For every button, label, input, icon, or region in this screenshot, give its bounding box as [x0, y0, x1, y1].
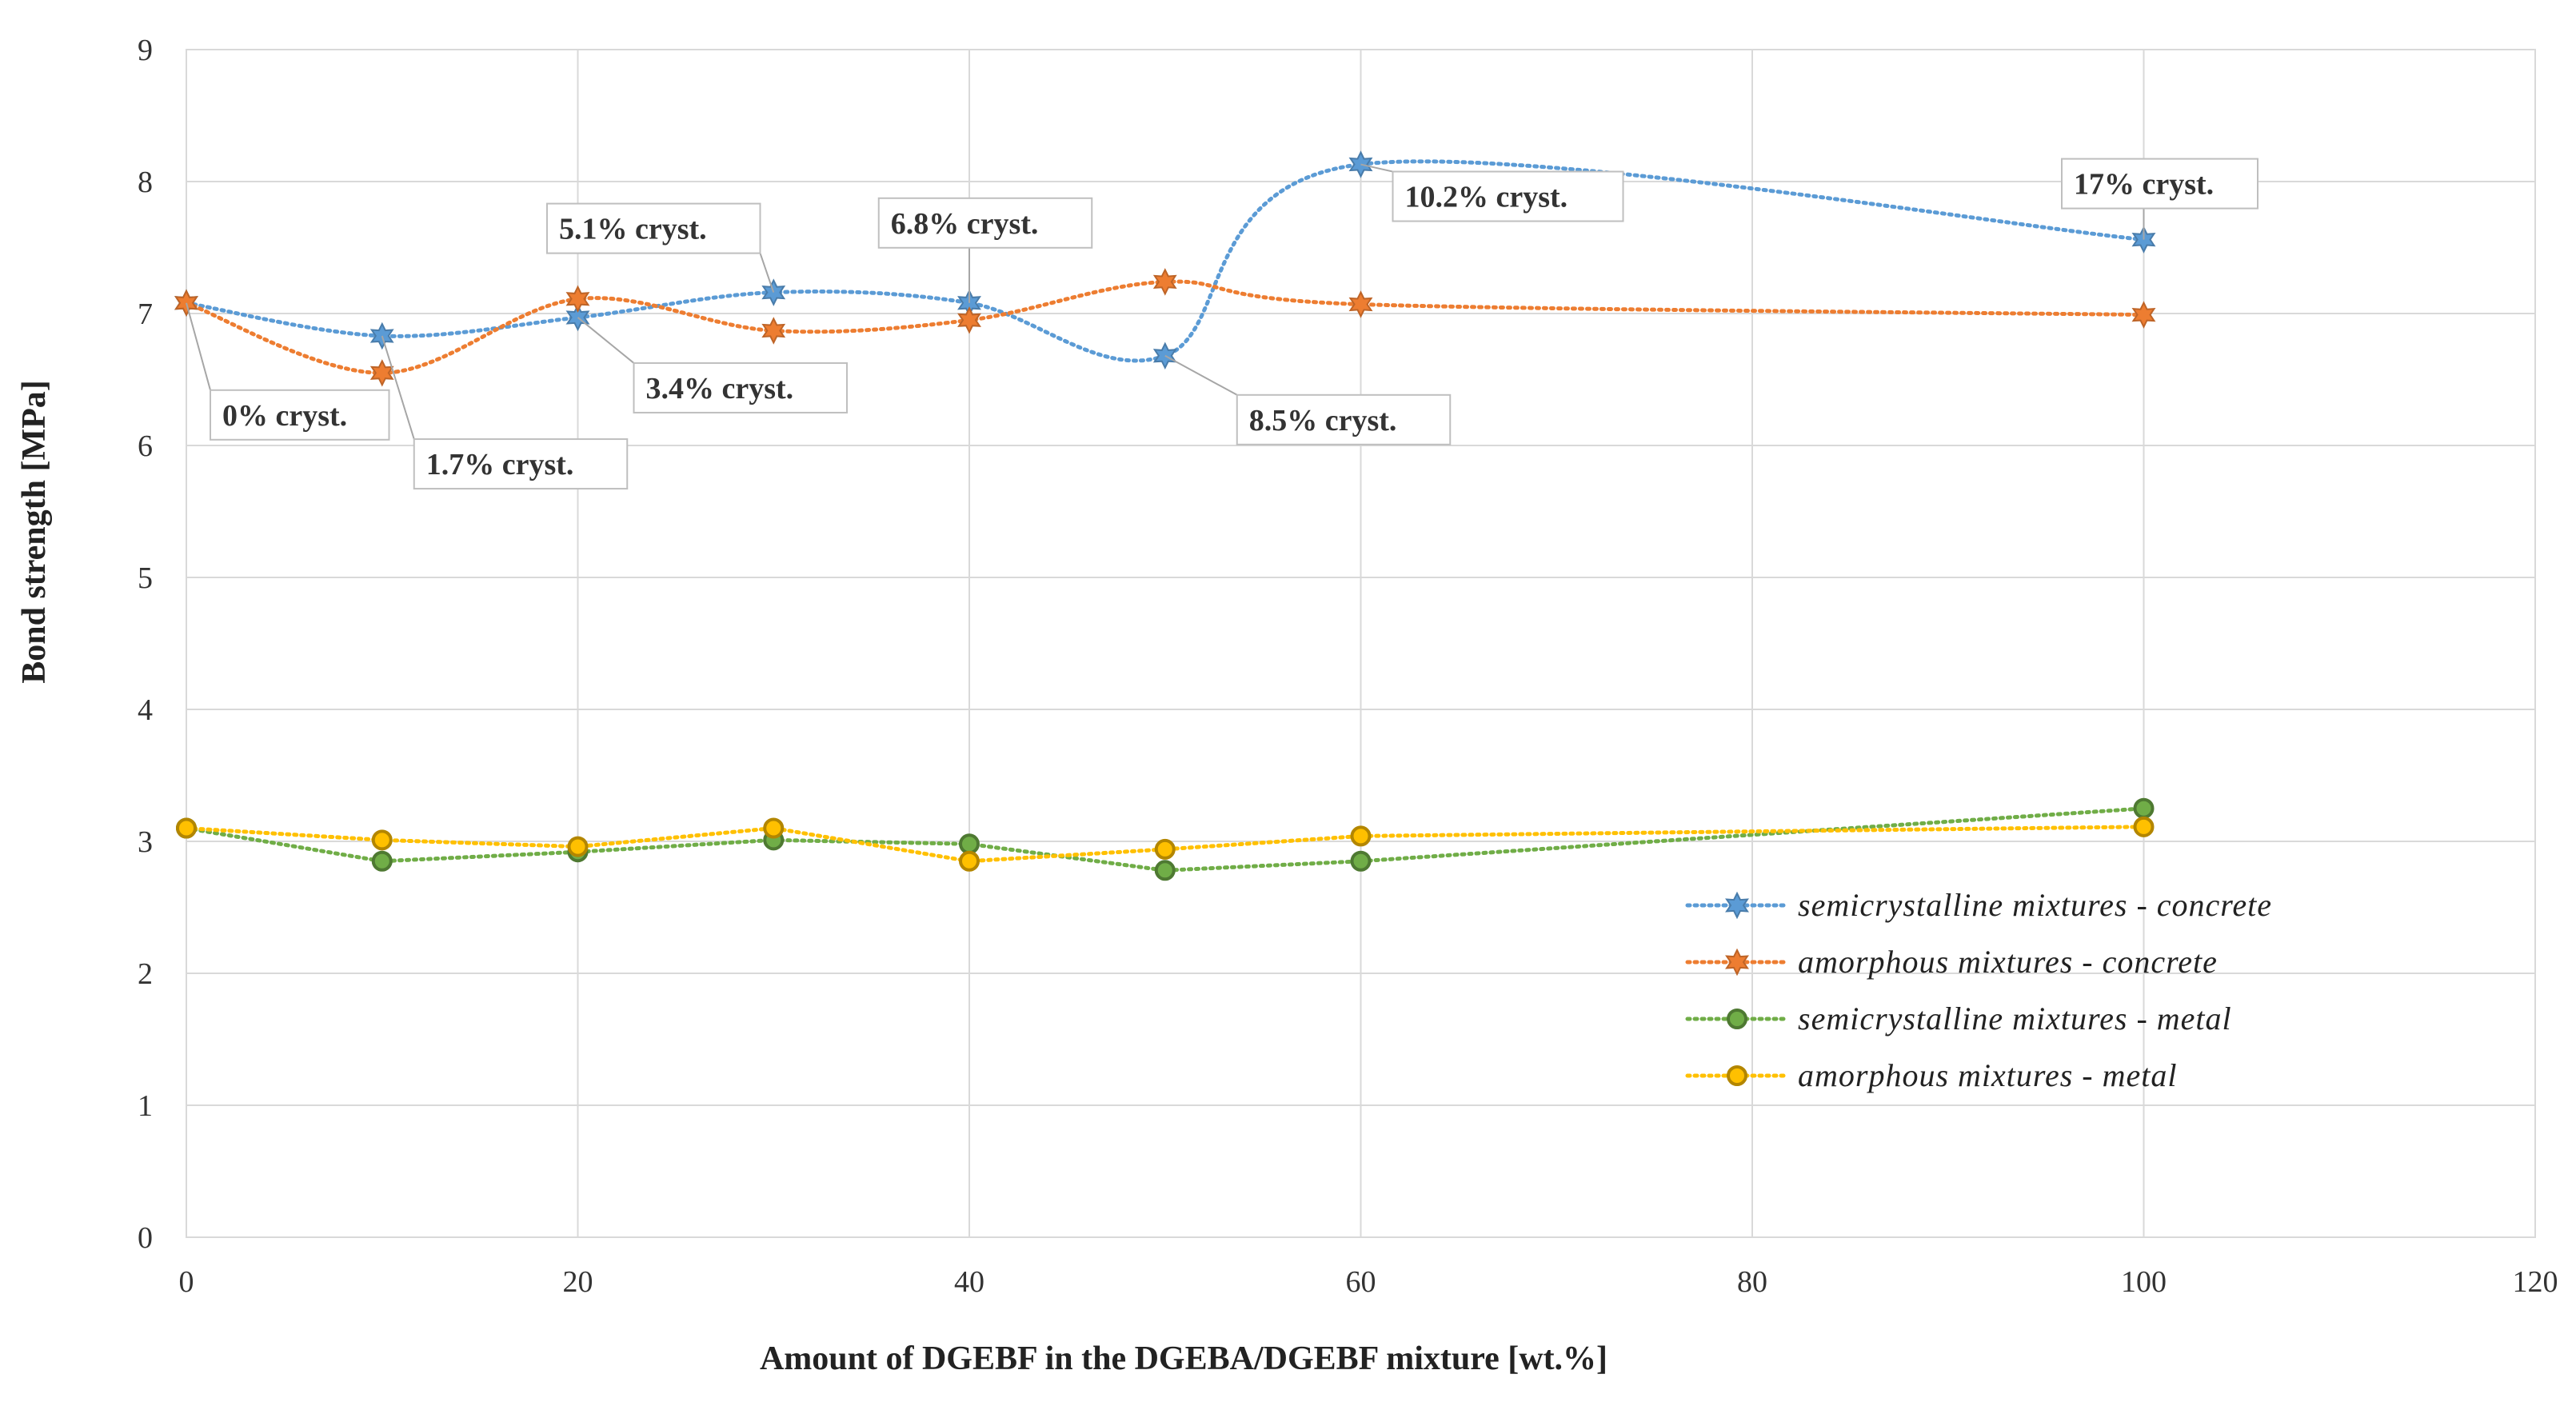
x-tick-label: 20: [563, 1265, 593, 1299]
annotation-box: [546, 202, 761, 254]
annotation-label: 1.7% cryst.: [426, 448, 574, 481]
x-tick-label: 120: [2513, 1265, 2558, 1299]
y-tick-label: 2: [138, 957, 153, 991]
y-tick-label: 6: [138, 429, 153, 463]
grid: [186, 49, 2536, 1238]
data-point-s3-2: [567, 836, 589, 857]
legend-marker: [1727, 1009, 1747, 1029]
data-point-s1-4: [957, 306, 981, 334]
y-tick-label: 7: [138, 298, 153, 331]
data-point-s2-4: [959, 833, 980, 855]
data-point-s1-7: [2131, 301, 2156, 329]
series-markers: [174, 150, 2156, 881]
y-tick-label: 9: [138, 34, 153, 67]
data-point-s3-6: [1350, 825, 1372, 847]
annotation-leader: [1360, 163, 1393, 173]
annotation-box: [877, 197, 1093, 249]
y-tick-label: 1: [138, 1089, 153, 1123]
data-point-s1-3: [761, 317, 786, 345]
tick-labels: 0 1 2 3 4 5 6 7 8 9 0 20 40 60 80 100 120: [138, 34, 2558, 1299]
data-point-s1-1: [369, 359, 394, 387]
data-point-s2-6: [1350, 850, 1372, 872]
legend-label: semicrystalline mixtures - concrete: [1798, 887, 2272, 923]
annotation-box: [1236, 393, 1452, 445]
data-point-s3-3: [763, 817, 785, 839]
legend-marker: [1725, 891, 1749, 920]
annotation-label: 10.2% cryst.: [1405, 181, 1568, 214]
data-point-s3-1: [371, 829, 393, 851]
data-point-s2-7: [2133, 797, 2155, 819]
data-point-s0-1: [369, 322, 394, 350]
data-point-s1-5: [1152, 268, 1177, 296]
x-tick-label: 40: [954, 1265, 984, 1299]
legend-label: semicrystalline mixtures - metal: [1798, 1001, 2232, 1037]
annotations: 0% cryst. 1.7% cryst. 3.4% cryst. 5.1% crys…: [186, 158, 2258, 490]
annotation-label: 8.5% cryst.: [1249, 404, 1397, 437]
x-axis-title: Amount of DGEBF in the DGEBA/DGEBF mixtu…: [760, 1340, 1608, 1377]
series-lines: [184, 159, 2146, 873]
annotation-leader: [577, 317, 635, 364]
x-tick-label: 80: [1737, 1265, 1767, 1299]
annotation-label: 3.4% cryst.: [646, 372, 794, 405]
annotation-box: [210, 389, 390, 441]
annotation-leader: [759, 253, 775, 293]
annotation-label: 5.1% cryst.: [559, 213, 707, 246]
annotation-leader: [186, 302, 211, 391]
data-point-s3-7: [2133, 816, 2155, 837]
x-tick-label: 100: [2121, 1265, 2167, 1299]
annotation-box: [2061, 158, 2258, 210]
legend-label: amorphous mixtures - concrete: [1798, 944, 2218, 980]
data-point-s0-6: [1348, 150, 1373, 178]
legend: semicrystalline mixtures - concrete amorp…: [1685, 887, 2272, 1093]
y-tick-label: 4: [138, 693, 153, 727]
data-point-s3-0: [176, 817, 197, 839]
annotation-label: 0% cryst.: [222, 399, 347, 433]
data-point-s1-2: [565, 285, 590, 314]
x-tick-label: 0: [179, 1265, 194, 1299]
annotation-box: [1392, 170, 1624, 222]
series-line-0: [184, 159, 2146, 363]
series-line-3: [184, 825, 2146, 864]
annotation-box: [413, 438, 629, 490]
annotation-label: 6.8% cryst.: [891, 207, 1039, 241]
legend-marker: [1725, 948, 1749, 977]
y-tick-label: 3: [138, 825, 153, 859]
data-point-s2-5: [1154, 860, 1176, 881]
annotation-box: [633, 361, 848, 413]
annotation-label: 17% cryst.: [2074, 168, 2214, 202]
annotation-leader: [1164, 354, 1238, 396]
y-tick-label: 5: [138, 561, 153, 595]
annotation-leader: [381, 335, 415, 440]
data-point-s1-6: [1348, 290, 1373, 318]
data-point-s2-1: [371, 850, 393, 872]
y-tick-label: 8: [138, 166, 153, 199]
legend-label: amorphous mixtures - metal: [1798, 1057, 2177, 1093]
data-point-s3-5: [1154, 838, 1176, 860]
series-line-2: [184, 806, 2146, 873]
x-tick-label: 60: [1346, 1265, 1376, 1299]
legend-marker: [1727, 1065, 1747, 1086]
data-point-s3-4: [959, 850, 980, 872]
y-tick-label: 0: [138, 1221, 153, 1255]
y-axis-title: Bond strength [MPa]: [16, 380, 53, 684]
